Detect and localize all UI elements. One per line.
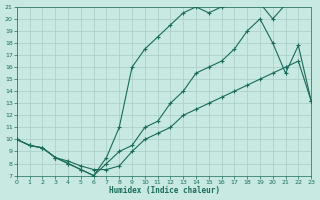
X-axis label: Humidex (Indice chaleur): Humidex (Indice chaleur) bbox=[108, 186, 220, 195]
